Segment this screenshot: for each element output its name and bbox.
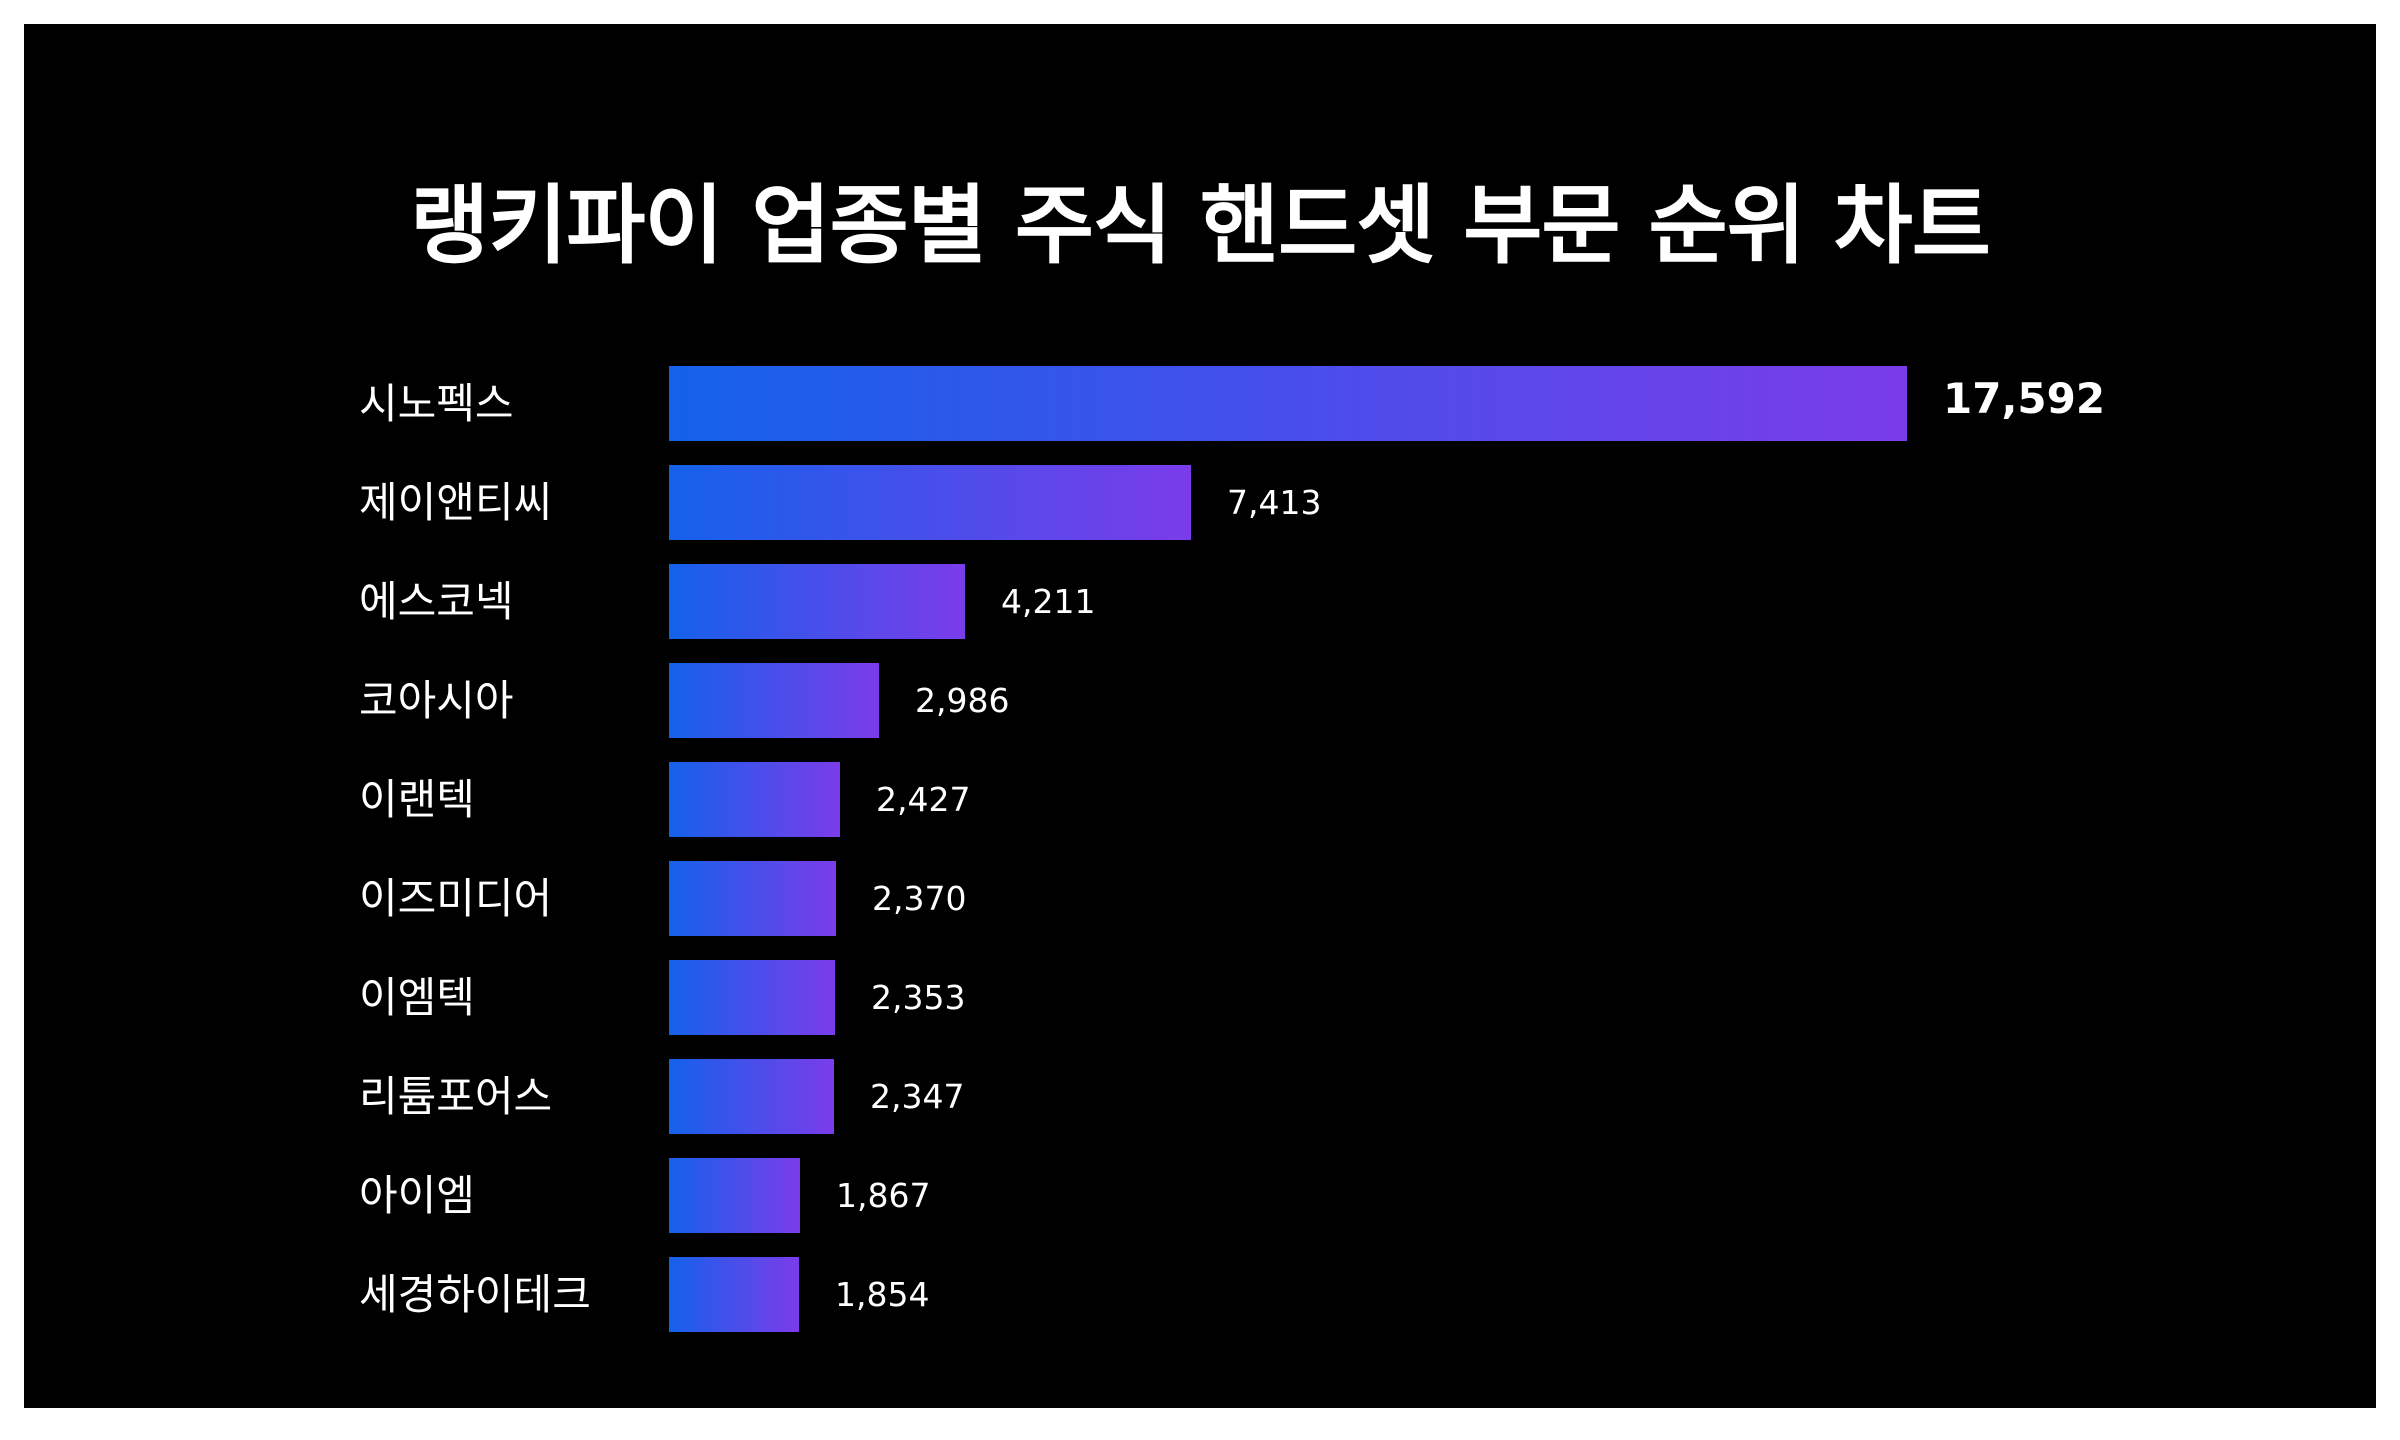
bar-row: 코아시아 2,986: [24, 663, 2376, 738]
bar-label: 이랜텍: [359, 775, 475, 824]
bar-row: 리튬포어스 2,347: [24, 1059, 2376, 1134]
bar-value: 2,347: [870, 1077, 965, 1116]
chart-panel: 랭키파이 업종별 주식 핸드셋 부문 순위 차트 시노펙스 17,592 제이앤…: [24, 24, 2376, 1408]
bar-value: 1,854: [835, 1275, 930, 1314]
bar-value: 2,353: [871, 978, 966, 1017]
bar-value: 4,211: [1001, 582, 1096, 621]
bar: [669, 366, 1907, 441]
bar-value: 7,413: [1227, 483, 1322, 522]
bar-row: 제이앤티씨 7,413: [24, 465, 2376, 540]
bar-label: 제이앤티씨: [359, 478, 553, 527]
bar: [669, 465, 1191, 540]
bar-row: 시노펙스 17,592: [24, 366, 2376, 441]
bar-label: 이즈미디어: [359, 874, 553, 923]
bar-label: 코아시아: [359, 676, 514, 725]
bar-value: 1,867: [836, 1176, 931, 1215]
bar-row: 세경하이테크 1,854: [24, 1257, 2376, 1332]
bar: [669, 663, 879, 738]
bar-label: 아이엠: [359, 1171, 475, 1220]
bar: [669, 564, 965, 639]
bar-label: 에스코넥: [359, 577, 514, 626]
bar-chart: 시노펙스 17,592 제이앤티씨 7,413 에스코넥 4,211 코아시아 …: [24, 24, 2376, 1408]
bar-row: 이랜텍 2,427: [24, 762, 2376, 837]
bar-row: 이즈미디어 2,370: [24, 861, 2376, 936]
bar-label: 세경하이테크: [359, 1270, 591, 1319]
bar-value: 2,370: [872, 879, 967, 918]
bar-row: 에스코넥 4,211: [24, 564, 2376, 639]
bar-label: 이엠텍: [359, 973, 475, 1022]
chart-title: 랭키파이 업종별 주식 핸드셋 부문 순위 차트: [410, 176, 1991, 276]
bar: [669, 960, 835, 1035]
bar-row: 이엠텍 2,353: [24, 960, 2376, 1035]
bar-label: 시노펙스: [359, 379, 514, 428]
bar: [669, 762, 840, 837]
bar-label: 리튬포어스: [359, 1072, 553, 1121]
bar-row: 아이엠 1,867: [24, 1158, 2376, 1233]
bar: [669, 1059, 834, 1134]
bar-value: 2,427: [876, 780, 971, 819]
bar: [669, 1257, 799, 1332]
bar-value: 2,986: [915, 681, 1010, 720]
bar-value: 17,592: [1943, 374, 2106, 423]
bar: [669, 1158, 800, 1233]
bar: [669, 861, 836, 936]
